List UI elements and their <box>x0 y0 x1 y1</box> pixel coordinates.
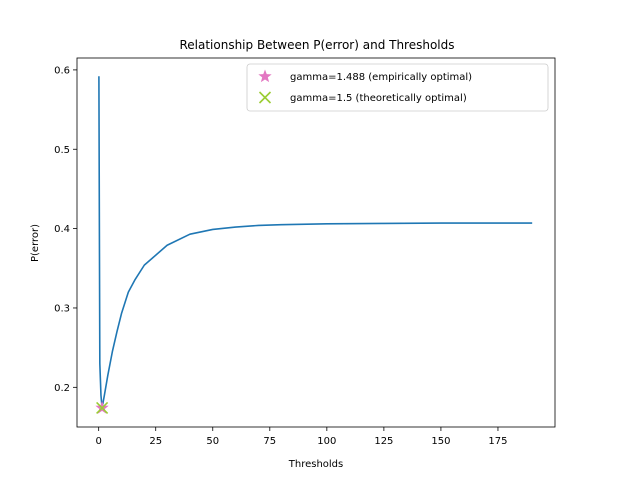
plot-area <box>95 76 533 415</box>
y-axis: 0.2 0.3 0.4 0.5 0.6 <box>54 65 77 394</box>
x-axis-label: Thresholds <box>288 459 344 470</box>
x-tick-label: 0 <box>95 436 101 447</box>
x-tick-label: 150 <box>431 436 450 447</box>
legend-label-empirical: gamma=1.488 (empirically optimal) <box>290 72 472 83</box>
legend-entry-theoretical: gamma=1.5 (theoretically optimal) <box>258 91 467 104</box>
x-tick-label: 175 <box>488 436 507 447</box>
legend-x-mark <box>258 91 272 104</box>
x-tick-label: 125 <box>374 436 393 447</box>
theoretical-optimum-marker <box>96 401 109 415</box>
y-tick-label: 0.6 <box>54 65 70 76</box>
legend-star-mark <box>258 69 272 83</box>
y-tick-label: 0.3 <box>54 303 70 314</box>
legend-label-theoretical: gamma=1.5 (theoretically optimal) <box>290 93 467 104</box>
legend-x-icon <box>258 91 272 104</box>
y-tick-label: 0.4 <box>54 224 70 235</box>
series-line <box>98 76 533 409</box>
x-tick-label: 50 <box>206 436 219 447</box>
x-axis: 0 25 50 75 100 125 150 175 <box>95 427 508 447</box>
legend: gamma=1.488 (empirically optimal) gamma=… <box>246 63 549 112</box>
x-tick-label: 25 <box>149 436 162 447</box>
y-tick-label: 0.5 <box>54 145 70 156</box>
x-tick-label: 75 <box>263 436 276 447</box>
chart-title: Relationship Between P(error) and Thresh… <box>179 38 454 52</box>
legend-box <box>246 63 549 112</box>
legend-star-icon <box>258 69 272 83</box>
y-tick-label: 0.2 <box>54 383 70 394</box>
y-axis-label: P(error) <box>30 224 41 262</box>
legend-entry-empirical: gamma=1.488 (empirically optimal) <box>258 69 472 83</box>
x-tick-label: 100 <box>317 436 336 447</box>
axes-frame <box>76 57 556 428</box>
